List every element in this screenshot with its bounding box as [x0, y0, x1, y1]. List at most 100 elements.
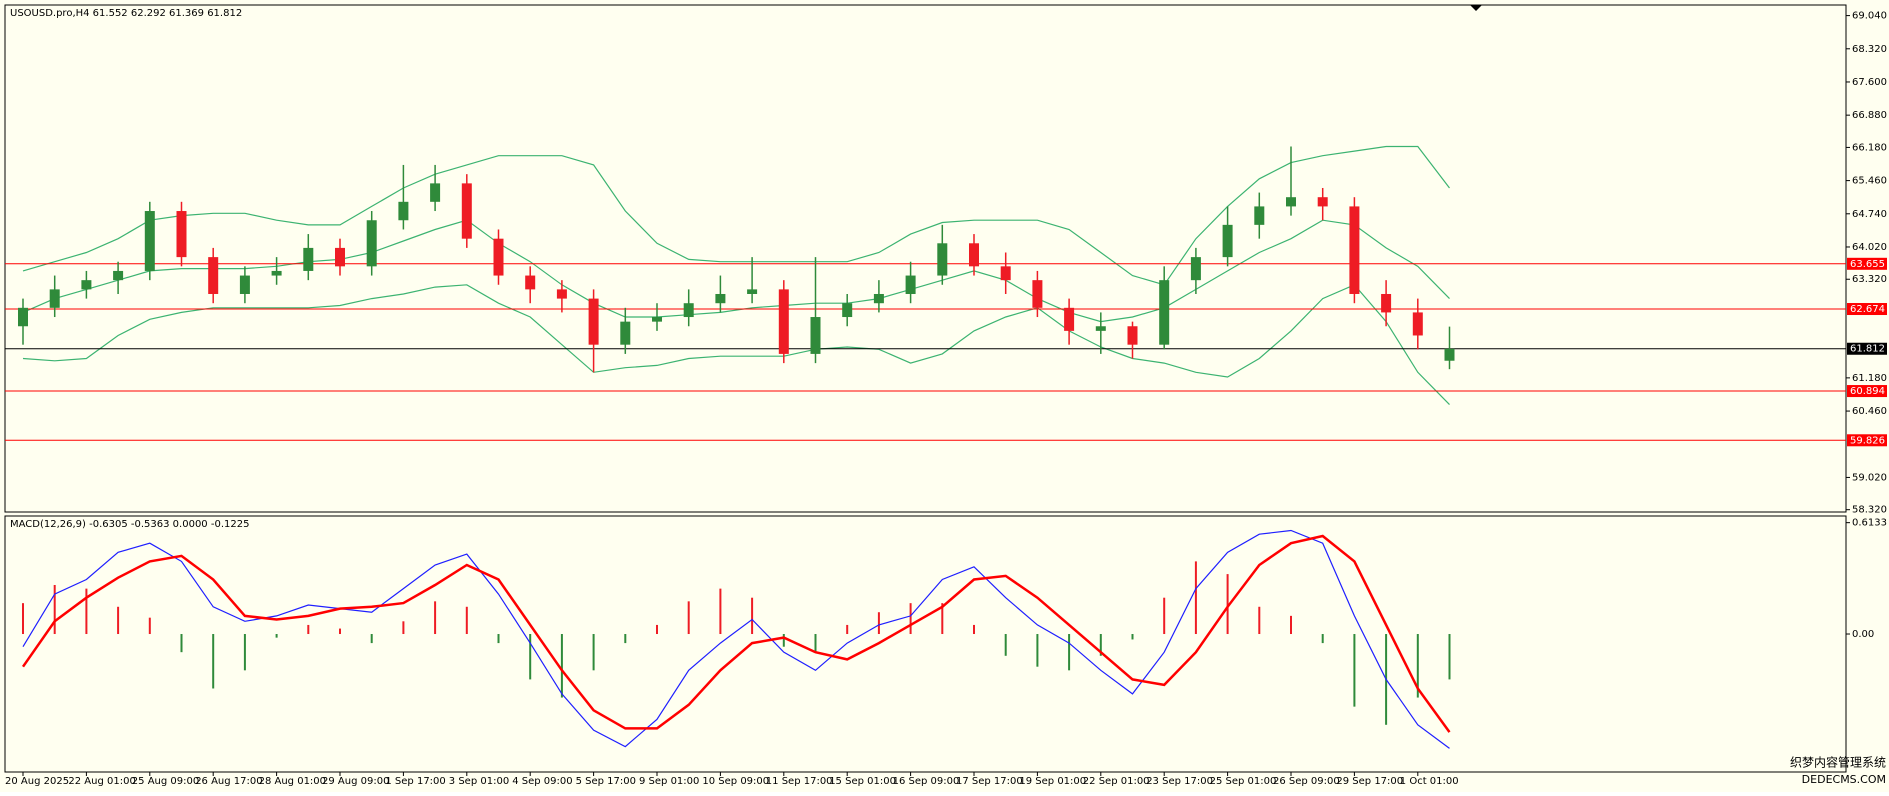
histogram-bar	[434, 601, 437, 635]
x-tick-label: 26 Aug 17:00	[195, 776, 262, 787]
candle-body	[1032, 280, 1043, 308]
candle-body	[81, 280, 92, 290]
indicator-line	[21, 534, 1451, 733]
x-tick-label: 22 Aug 01:00	[68, 776, 135, 787]
x-tick-label: 1 Oct 01:00	[1400, 776, 1459, 787]
histogram-bar	[1258, 606, 1261, 635]
candle-body	[1000, 266, 1011, 281]
x-tick-label: 4 Sep 09:00	[512, 776, 572, 787]
x-tick-label: 29 Aug 09:00	[322, 776, 389, 787]
x-tick-label: 20 Aug 2025	[5, 776, 69, 787]
histogram-bar	[148, 617, 151, 635]
histogram-bar	[370, 634, 373, 644]
candle-body	[620, 321, 631, 345]
histogram-bar	[117, 606, 120, 635]
level-label: 59.826	[1850, 435, 1885, 446]
y-tick-label: 61.180	[1852, 373, 1887, 384]
histogram-bar	[1353, 634, 1356, 707]
histogram-bar	[877, 612, 880, 635]
x-tick-label: 11 Sep 17:00	[766, 776, 833, 787]
histogram-bar	[1131, 634, 1134, 640]
y-tick-label: 69.040	[1852, 11, 1887, 22]
histogram-bar	[751, 597, 754, 635]
histogram-bar	[1448, 634, 1451, 680]
histogram-bar	[402, 621, 405, 635]
x-tick-label: 28 Aug 01:00	[259, 776, 326, 787]
x-tick-label: 5 Sep 17:00	[576, 776, 636, 787]
x-tick-label: 23 Sep 17:00	[1146, 776, 1213, 787]
candle-body	[842, 303, 853, 318]
macd-title: MACD(12,26,9) -0.6305 -0.5363 0.0000 -0.…	[10, 519, 249, 530]
level-label-box	[1847, 342, 1887, 355]
histogram-bar	[22, 603, 24, 635]
histogram-bar	[339, 628, 341, 635]
y-tick-label: 68.320	[1852, 44, 1887, 55]
candle-body	[1095, 326, 1106, 331]
candle-body	[715, 293, 726, 304]
level-label: 63.655	[1850, 259, 1885, 270]
candle-body	[556, 289, 567, 299]
level-label-box	[1847, 385, 1887, 398]
x-tick-label: 10 Sep 09:00	[702, 776, 769, 787]
candle-body	[18, 307, 28, 327]
histogram-bar	[1036, 634, 1039, 667]
indicator-line	[22, 219, 1450, 323]
histogram-bar	[846, 624, 849, 635]
candle-body	[271, 270, 282, 276]
histogram-bar	[719, 588, 722, 635]
candle-body	[1349, 206, 1360, 294]
level-label-box	[1847, 303, 1887, 316]
histogram-bar	[1416, 634, 1419, 698]
candle-body	[398, 201, 409, 221]
candle-body	[49, 289, 60, 308]
candle-body	[1127, 326, 1138, 345]
x-tick-label: 9 Sep 01:00	[639, 776, 699, 787]
candle-body	[937, 243, 948, 276]
histogram-bar	[1099, 634, 1102, 656]
candle-body	[1412, 312, 1423, 336]
histogram-bar	[275, 634, 278, 638]
histogram-bar	[1290, 615, 1292, 635]
candle-body	[493, 238, 504, 276]
x-tick-label: 29 Sep 17:00	[1336, 776, 1403, 787]
candle-body	[239, 275, 250, 294]
main-frame	[4, 4, 1847, 513]
watermark: 织梦内容管理系统	[1790, 755, 1886, 770]
histogram-bar	[1194, 561, 1197, 635]
candle-body	[1286, 197, 1296, 207]
candle-body	[873, 293, 884, 304]
candle-body	[1254, 206, 1265, 225]
histogram-bar	[973, 624, 975, 635]
candle-body	[588, 298, 599, 345]
histogram-bar	[1226, 574, 1229, 635]
candle-body	[525, 275, 536, 290]
candle-body	[1064, 307, 1075, 331]
histogram-bar	[687, 601, 690, 635]
y-tick-label: 0.00	[1852, 629, 1874, 640]
level-label: 62.674	[1850, 304, 1885, 315]
x-tick-label: 17 Sep 17:00	[956, 776, 1023, 787]
candle-body	[905, 275, 916, 294]
histogram-bar	[592, 634, 595, 671]
x-tick-label: 3 Sep 01:00	[449, 776, 509, 787]
x-tick-label: 1 Sep 17:00	[385, 776, 445, 787]
candle-body	[113, 270, 124, 281]
x-tick-label: 19 Sep 01:00	[1019, 776, 1086, 787]
candle-body	[1190, 257, 1201, 281]
watermark-sub: DEDECMS.COM	[1802, 773, 1886, 786]
histogram-bar	[307, 624, 310, 635]
candle-body	[303, 247, 314, 271]
x-tick-label: 26 Sep 09:00	[1273, 776, 1340, 787]
histogram-bar	[941, 603, 944, 635]
candle-body	[144, 211, 155, 271]
x-tick-label: 15 Sep 01:00	[829, 776, 896, 787]
x-tick-label: 25 Aug 09:00	[132, 776, 199, 787]
shift-marker	[1470, 5, 1482, 11]
histogram-bar	[180, 634, 183, 653]
histogram-bar	[1004, 634, 1007, 656]
candle-body	[1159, 280, 1170, 345]
y-tick-label: 66.180	[1852, 142, 1887, 153]
candle-body	[176, 211, 187, 258]
